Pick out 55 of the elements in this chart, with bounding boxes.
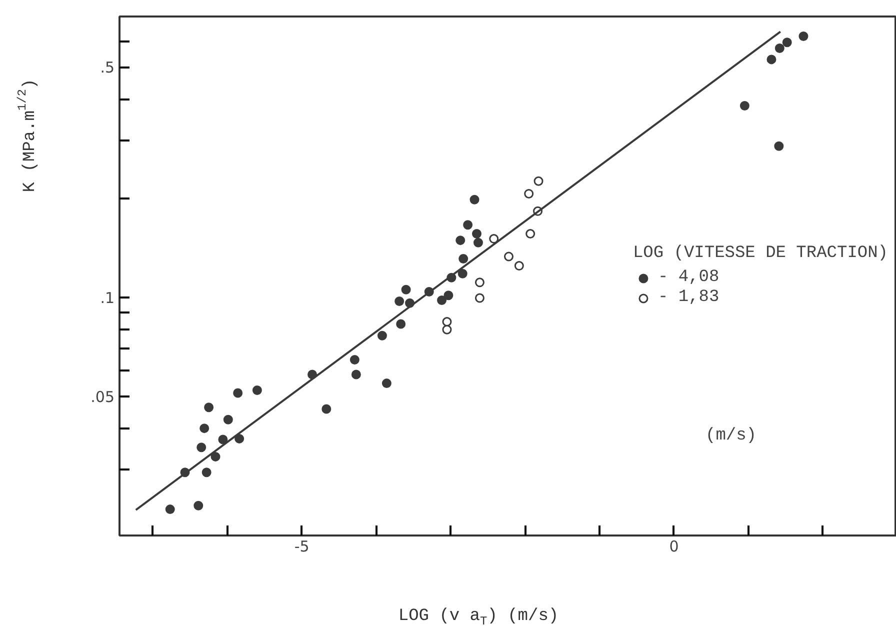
y-axis-title: K (MPa.m1/2) xyxy=(16,78,40,192)
legend-label: - 4,08 xyxy=(658,268,720,287)
point xyxy=(218,434,228,444)
point xyxy=(798,32,808,41)
point xyxy=(444,290,454,300)
point xyxy=(526,229,536,238)
point xyxy=(377,330,387,340)
point xyxy=(473,238,483,248)
point xyxy=(463,220,473,230)
y-tick-label: .05 xyxy=(90,388,115,406)
point xyxy=(396,319,406,329)
point xyxy=(210,452,220,462)
point xyxy=(766,54,776,64)
point xyxy=(202,468,212,478)
point xyxy=(252,386,262,396)
point xyxy=(456,236,466,246)
point xyxy=(782,38,792,48)
x-tick-label: -5 xyxy=(294,538,310,556)
point xyxy=(204,402,214,412)
point xyxy=(322,404,332,414)
point xyxy=(458,254,468,264)
point xyxy=(774,141,784,151)
point xyxy=(504,252,514,262)
point xyxy=(394,296,404,306)
point xyxy=(442,316,452,326)
point xyxy=(401,284,411,294)
y-tick-label: .5 xyxy=(100,58,114,77)
point xyxy=(524,188,534,198)
annotation: (m/s) xyxy=(706,426,757,446)
point xyxy=(442,324,452,334)
point xyxy=(200,424,210,434)
point xyxy=(472,229,482,238)
point xyxy=(474,293,484,303)
point xyxy=(351,370,361,380)
point xyxy=(474,278,484,288)
x-tick-label: 0 xyxy=(669,538,679,556)
legend-label: - 1,83 xyxy=(658,288,720,307)
point xyxy=(382,378,392,388)
point xyxy=(774,44,784,53)
point xyxy=(350,355,360,365)
point xyxy=(165,504,175,514)
point xyxy=(233,388,243,398)
point xyxy=(514,261,524,271)
point xyxy=(194,500,204,510)
point xyxy=(470,194,480,204)
point xyxy=(458,268,468,278)
legend-title: LOG (VITESSE DE TRACTION) xyxy=(632,244,888,262)
point xyxy=(234,434,244,444)
point xyxy=(223,414,233,424)
y-tick-label: .1 xyxy=(100,288,114,307)
point xyxy=(489,234,499,244)
point xyxy=(196,442,206,452)
point xyxy=(437,295,447,305)
point xyxy=(534,176,544,186)
point xyxy=(740,100,750,110)
